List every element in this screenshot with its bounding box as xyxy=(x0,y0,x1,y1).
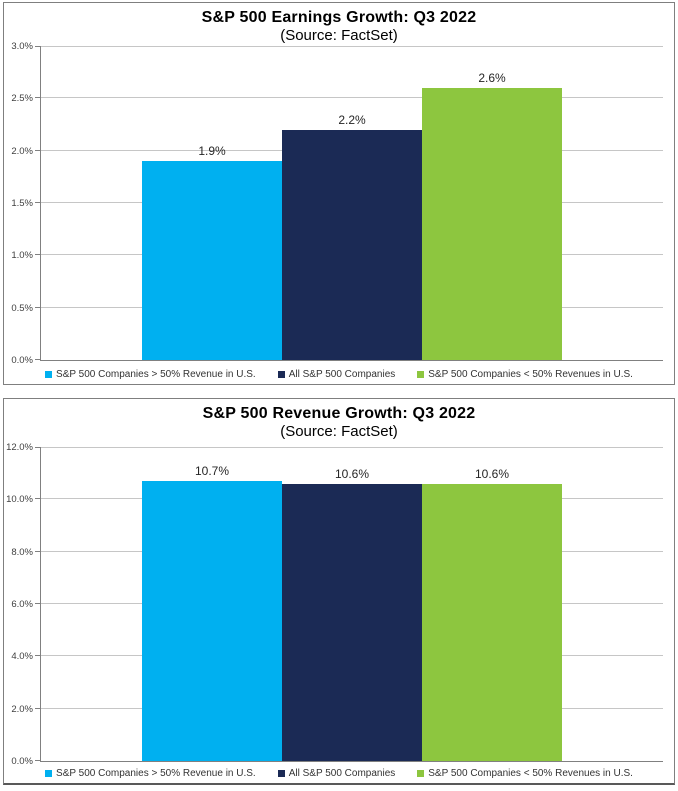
legend-label: All S&P 500 Companies xyxy=(288,768,396,779)
y-axis-tick-label: 1.0% xyxy=(11,250,33,262)
y-axis-tick-label: 10.0% xyxy=(6,494,33,506)
y-axis-tick xyxy=(35,550,41,552)
legend-marker xyxy=(277,770,285,777)
gridline xyxy=(41,46,663,47)
y-axis-tick-label: 4.0% xyxy=(11,651,33,663)
y-axis-tick xyxy=(35,306,41,308)
earnings-growth-chart: S&P 500 Earnings Growth: Q3 2022 (Source… xyxy=(3,2,675,385)
legend-item: All S&P 500 Companies xyxy=(277,369,396,380)
bar-value-label: 10.7% xyxy=(194,464,230,479)
legend-marker xyxy=(45,770,53,777)
legend-label: S&P 500 Companies > 50% Revenue in U.S. xyxy=(56,369,256,380)
y-axis-tick-label: 0.0% xyxy=(11,355,33,366)
legend-item: S&P 500 Companies < 50% Revenues in U.S. xyxy=(417,369,633,380)
y-axis-tick xyxy=(35,359,41,360)
bar-3 xyxy=(422,483,562,761)
y-axis-tick xyxy=(35,655,41,657)
bar-value-label: 2.2% xyxy=(338,112,366,127)
y-axis-tick-label: 0.0% xyxy=(11,756,33,767)
y-axis-tick xyxy=(35,149,41,151)
legend-item: S&P 500 Companies < 50% Revenues in U.S. xyxy=(417,768,633,779)
bar-2 xyxy=(282,483,422,761)
y-axis-tick xyxy=(35,447,41,448)
y-axis-tick-label: 6.0% xyxy=(11,599,33,610)
y-axis-tick xyxy=(35,760,41,761)
plot-area: 0.0% 2.0% 4.0% 6.0% 8.0% 10.0% 12.0% 10.7% 10.6%… xyxy=(6,442,663,767)
y-axis-tick-label: 12.0% xyxy=(6,442,33,453)
y-axis-tick-label: 2.5% xyxy=(11,93,33,105)
y-axis-tick xyxy=(35,202,41,203)
legend-label: S&P 500 Companies < 50% Revenues in U.S. xyxy=(428,768,633,779)
legend-marker xyxy=(417,770,425,777)
bar-value-label: 1.9% xyxy=(198,144,226,159)
legend-label: S&P 500 Companies > 50% Revenue in U.S. xyxy=(56,768,256,779)
legend-marker xyxy=(417,371,425,378)
y-axis-tick-label: 2.0% xyxy=(11,703,33,715)
legend: S&P 500 Companies > 50% Revenue in U.S. A… xyxy=(4,369,674,380)
chart-title: S&P 500 Earnings Growth: Q3 2022 xyxy=(201,9,477,26)
legend-label: S&P 500 Companies < 50% Revenues in U.S. xyxy=(428,369,633,380)
legend-marker xyxy=(277,371,285,378)
y-axis-tick-label: 0.5% xyxy=(11,302,33,314)
y-axis-tick xyxy=(35,97,41,99)
y-axis-tick-label: 2.0% xyxy=(11,145,33,157)
y-axis-tick xyxy=(35,707,41,709)
bar-2 xyxy=(282,129,422,360)
bar-value-label: 10.6% xyxy=(474,466,510,481)
legend-item: S&P 500 Companies > 50% Revenue in U.S. xyxy=(45,369,256,380)
bar-value-label: 10.6% xyxy=(334,466,370,481)
y-axis-tick-label: 3.0% xyxy=(11,41,33,52)
bar-1 xyxy=(142,161,282,360)
y-axis-tick xyxy=(35,498,41,500)
gridline xyxy=(41,97,663,99)
chart-title: S&P 500 Revenue Growth: Q3 2022 xyxy=(202,405,476,422)
y-axis-tick xyxy=(35,46,41,47)
y-axis-tick xyxy=(35,254,41,256)
legend-marker xyxy=(45,371,53,378)
bar-3 xyxy=(422,87,562,360)
y-axis-tick-label: 1.5% xyxy=(11,198,33,209)
plot-area: 0.0% 0.5% 1.0% 1.5% 2.0% 2.5% 3.0% 1.9% 2.2% 2.6% xyxy=(11,41,663,366)
chart-subtitle: (Source: FactSet) xyxy=(280,423,398,440)
bar-value-label: 2.6% xyxy=(478,70,506,85)
y-axis-tick xyxy=(35,603,41,604)
legend-item: S&P 500 Companies > 50% Revenue in U.S. xyxy=(45,768,256,779)
y-axis-tick-label: 8.0% xyxy=(11,546,33,558)
revenue-growth-chart: S&P 500 Revenue Growth: Q3 2022 (Source:… xyxy=(3,398,675,785)
bar-1 xyxy=(142,481,282,761)
gridline xyxy=(41,447,663,448)
chart-subtitle: (Source: FactSet) xyxy=(280,27,398,44)
legend-item: All S&P 500 Companies xyxy=(277,768,396,779)
legend-label: All S&P 500 Companies xyxy=(288,369,396,380)
legend: S&P 500 Companies > 50% Revenue in U.S. A… xyxy=(4,768,674,779)
